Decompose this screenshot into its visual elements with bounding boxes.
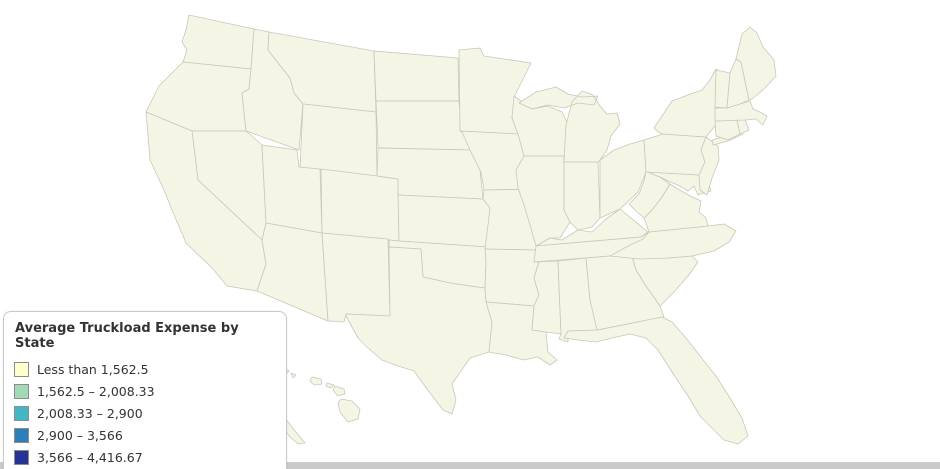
legend-row-class-5: 3,566 – 4,416.67	[14, 446, 276, 468]
legend-row-class-2: 1,562.5 – 2,008.33	[14, 380, 276, 402]
legend-row-class-1: Less than 1,562.5	[14, 358, 276, 380]
legend-label: 1,562.5 – 2,008.33	[37, 383, 155, 399]
state-arkansas[interactable]	[484, 248, 540, 307]
state-new-mexico[interactable]	[321, 232, 391, 323]
legend-swatch-light-green	[14, 383, 29, 399]
state-california[interactable]	[145, 111, 267, 292]
legend-label: 2,900 – 3,566	[37, 427, 123, 443]
state-pennsylvania[interactable]	[643, 133, 707, 176]
map-legend: Average Truckload Expense by State Less …	[3, 311, 287, 469]
legend-row-class-4: 2,900 – 3,566	[14, 424, 276, 446]
state-north-dakota[interactable]	[373, 50, 460, 102]
state-indiana[interactable]	[563, 161, 601, 231]
legend-swatch-pale-yellow	[14, 361, 29, 377]
legend-title: Average Truckload Expense by State	[15, 321, 239, 351]
bottom-scroll-bar[interactable]	[0, 462, 940, 469]
legend-swatch-teal	[14, 405, 29, 421]
legend-label: 2,008.33 – 2,900	[37, 405, 143, 421]
legend-label: 3,566 – 4,416.67	[37, 449, 143, 465]
state-north-carolina[interactable]	[609, 223, 737, 260]
state-new-jersey[interactable]	[698, 136, 720, 196]
state-south-dakota[interactable]	[375, 100, 471, 151]
state-arizona[interactable]	[256, 222, 329, 322]
state-wyoming[interactable]	[299, 103, 378, 177]
state-michigan[interactable]	[518, 86, 621, 163]
state-texas[interactable]	[345, 246, 493, 415]
state-washington[interactable]	[181, 14, 255, 70]
legend-row-class-3: 2,008.33 – 2,900	[14, 402, 276, 424]
state-colorado[interactable]	[320, 168, 400, 242]
legend-label: Less than 1,562.5	[37, 361, 149, 377]
legend-swatch-blue	[14, 427, 29, 443]
state-kansas[interactable]	[397, 194, 491, 248]
state-florida[interactable]	[563, 316, 749, 445]
state-maine[interactable]	[735, 26, 777, 101]
legend-swatch-dark-navy	[14, 449, 29, 465]
state-hawaii-islands[interactable]	[280, 367, 361, 423]
